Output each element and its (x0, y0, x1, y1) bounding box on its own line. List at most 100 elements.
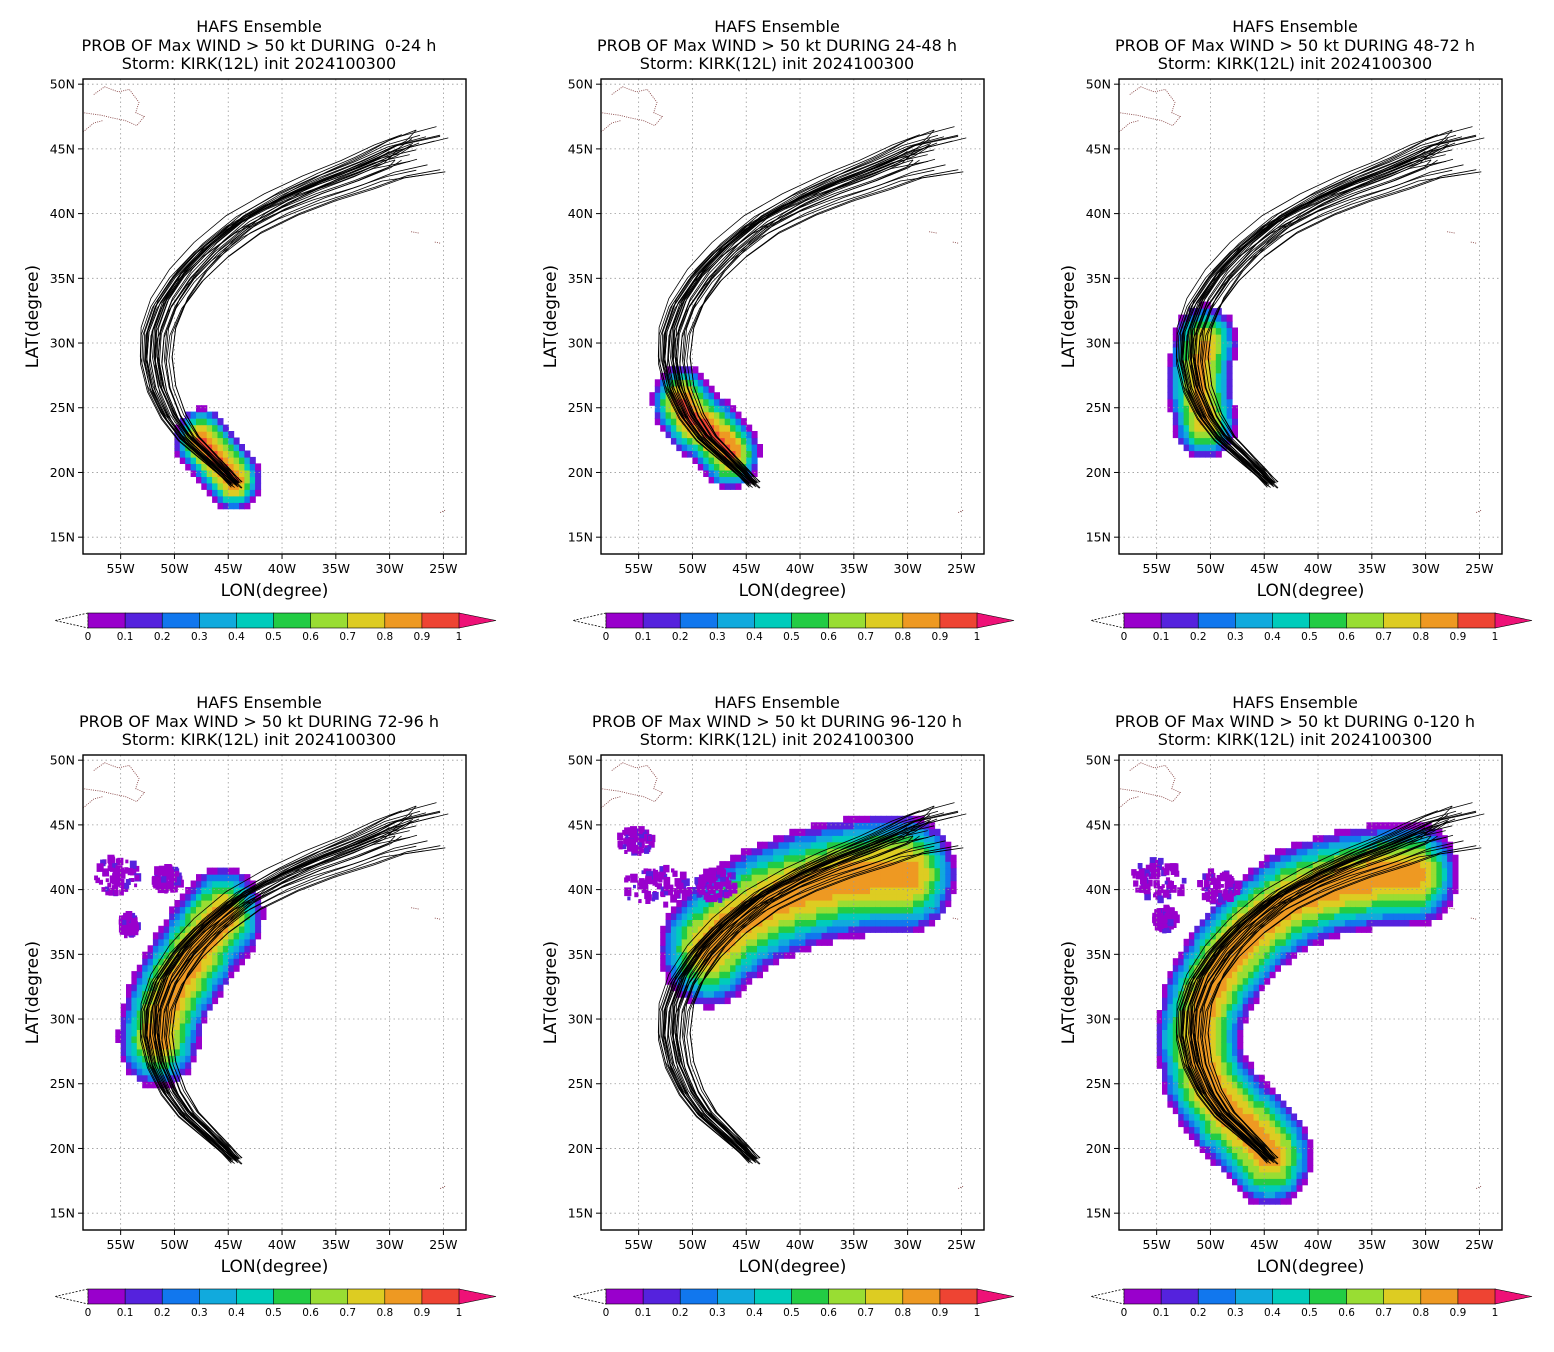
prob-cell (1188, 424, 1195, 432)
prob-cell (222, 424, 229, 432)
prob-cell (1285, 906, 1292, 914)
prob-cell (169, 1048, 176, 1056)
prob-cell (1221, 411, 1228, 419)
prob-cell (676, 418, 683, 426)
prob-cell (832, 932, 839, 940)
prob-cell-scatter (166, 883, 172, 891)
prob-cell (1242, 887, 1249, 895)
prob-cell (1269, 951, 1276, 959)
prob-cell (751, 900, 758, 908)
prob-cell (859, 887, 866, 895)
prob-cell (1280, 1145, 1287, 1153)
prob-cell (697, 919, 704, 927)
prob-cell (708, 912, 715, 920)
x-tick-label: 55W (107, 1237, 135, 1252)
prob-cell (206, 945, 213, 953)
prob-cell (751, 938, 758, 946)
prob-cell (142, 1016, 149, 1024)
prob-cell (757, 854, 763, 862)
prob-cell (1291, 1120, 1298, 1128)
prob-cell (244, 482, 251, 490)
prob-cell (131, 1029, 138, 1037)
prob-cell (126, 1010, 132, 1018)
prob-cell (1253, 880, 1260, 888)
x-tick-label: 25W (1465, 561, 1493, 576)
prob-cell (147, 1074, 154, 1082)
prob-cell (1253, 1152, 1260, 1160)
prob-cell (1285, 1145, 1292, 1153)
prob-cell (1248, 1068, 1255, 1076)
prob-cell (800, 925, 806, 933)
prob-cell (907, 822, 914, 830)
prob-cell (1258, 984, 1265, 992)
prob-cell-scatter (1209, 877, 1216, 885)
prob-cell (1194, 997, 1201, 1005)
prob-cell (249, 932, 256, 940)
prob-cell (1398, 900, 1405, 908)
prob-cell (692, 925, 699, 933)
prob-cell (1167, 1016, 1174, 1024)
plot-frame (82, 754, 467, 1231)
prob-cell (1242, 945, 1249, 953)
prob-cell (1178, 366, 1185, 374)
prob-cell (1199, 1055, 1206, 1063)
prob-cell (179, 418, 186, 426)
coast-cape-verde (1475, 509, 1482, 513)
prob-cell (131, 1068, 138, 1076)
prob-cell (1253, 984, 1260, 992)
prob-cell (136, 977, 143, 985)
prob-cell (190, 1042, 197, 1050)
prob-cell-scatter (96, 863, 104, 872)
prob-cell (929, 867, 936, 875)
prob-cell (1393, 893, 1400, 901)
prob-cell (1441, 854, 1448, 862)
prob-cell (1393, 848, 1400, 856)
prob-cell-scatter (1155, 922, 1159, 927)
prob-cell (692, 919, 699, 927)
coast-nova-scotia (601, 119, 622, 133)
prob-cell (222, 874, 229, 882)
prob-cell-scatter (652, 869, 659, 877)
prob-cell (740, 932, 747, 940)
prob-cell (228, 945, 235, 953)
prob-cell (1188, 945, 1195, 953)
prob-cell (249, 893, 256, 901)
prob-cell (816, 938, 823, 946)
colorbar-tick-label: 0.1 (1153, 1307, 1170, 1319)
prob-cell (1312, 938, 1319, 946)
prob-cell (714, 964, 720, 972)
prob-cell (212, 919, 219, 927)
prob-cell (1285, 1184, 1292, 1192)
colorbar-underflow (572, 612, 607, 629)
prob-cell (687, 932, 694, 940)
prob-cell (1328, 893, 1335, 901)
y-axis-label: LAT(degree) (541, 265, 561, 368)
prob-cell (1167, 1055, 1174, 1063)
prob-cell (212, 925, 219, 933)
ensemble-track (158, 154, 393, 487)
prob-cell (1285, 1165, 1292, 1173)
prob-cell (1280, 1139, 1287, 1147)
prob-cell (746, 964, 753, 972)
prob-cell (196, 912, 202, 920)
prob-cell (918, 912, 925, 920)
x-axis-label: LON(degree) (739, 581, 847, 601)
prob-cell (1205, 1132, 1212, 1140)
prob-cell (1205, 346, 1212, 354)
prob-cell (1194, 1132, 1201, 1140)
coastlines (1119, 762, 1482, 1189)
prob-cell (1242, 880, 1249, 888)
prob-cell (950, 880, 957, 888)
prob-cell (708, 945, 715, 953)
prob-cell (201, 405, 208, 413)
prob-cell (1215, 1152, 1222, 1160)
prob-cell (1414, 906, 1421, 914)
prob-cell (174, 1010, 181, 1018)
prob-cell (859, 841, 866, 849)
prob-cell (1210, 984, 1217, 992)
prob-cell-scatter (1163, 868, 1170, 876)
prob-cell-scatter (647, 844, 652, 850)
prob-cell (1232, 411, 1238, 419)
prob-cell (190, 469, 197, 477)
prob-cell (740, 977, 747, 985)
